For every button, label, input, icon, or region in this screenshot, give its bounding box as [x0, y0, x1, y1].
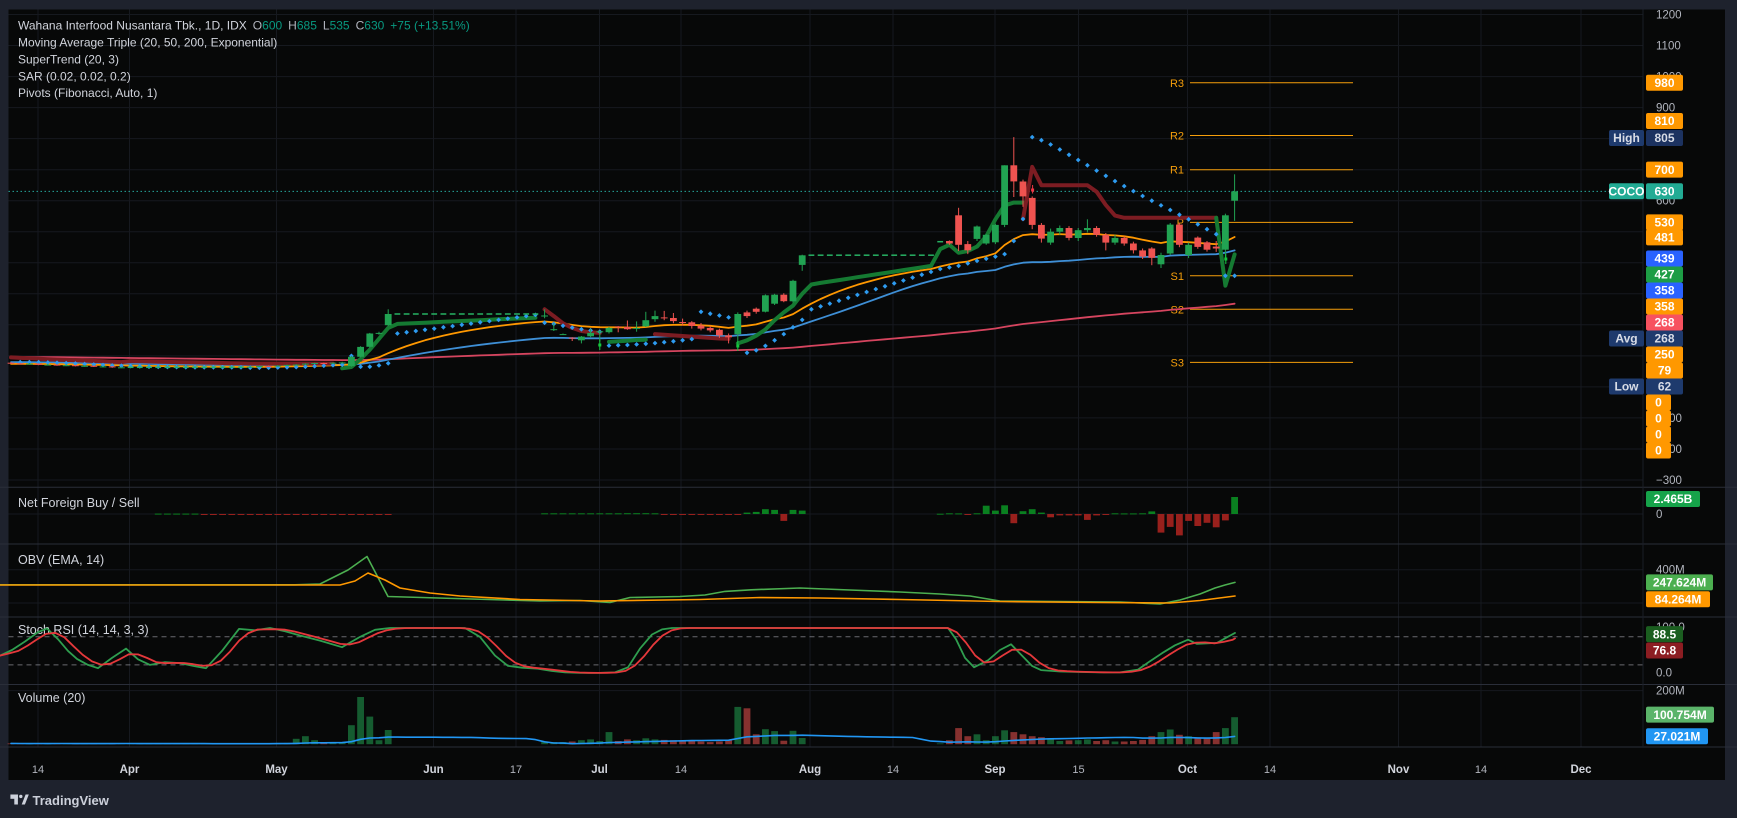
svg-text:14: 14 [887, 764, 899, 776]
svg-text:900: 900 [1656, 103, 1675, 115]
svg-text:79: 79 [1658, 364, 1672, 378]
svg-text:SAR (0.02, 0.02, 0.2): SAR (0.02, 0.02, 0.2) [18, 70, 131, 84]
svg-text:S3: S3 [1171, 357, 1184, 369]
svg-text:High: High [1613, 131, 1640, 145]
svg-text:100.754M: 100.754M [1653, 708, 1706, 722]
svg-text:1100: 1100 [1656, 41, 1681, 53]
svg-text:62: 62 [1658, 380, 1672, 394]
svg-text:427: 427 [1654, 268, 1674, 282]
svg-text:Dec: Dec [1570, 764, 1592, 776]
svg-text:R3: R3 [1170, 78, 1184, 90]
svg-text:May: May [265, 764, 288, 776]
svg-text:TradingView: TradingView [33, 793, 110, 808]
svg-text:Wahana Interfood Nusantara Tbk: Wahana Interfood Nusantara Tbk., 1D, IDX… [18, 19, 470, 33]
svg-text:Avg: Avg [1615, 332, 1637, 346]
svg-text:805: 805 [1654, 131, 1674, 145]
svg-text:27.021M: 27.021M [1654, 729, 1701, 743]
svg-text:−300: −300 [1656, 475, 1682, 487]
svg-text:84.264M: 84.264M [1655, 592, 1702, 606]
svg-text:14: 14 [675, 764, 687, 776]
svg-text:15: 15 [1072, 764, 1084, 776]
svg-text:88.5: 88.5 [1653, 627, 1677, 641]
svg-text:358: 358 [1654, 300, 1674, 314]
svg-text:SuperTrend (20, 3): SuperTrend (20, 3) [18, 53, 119, 67]
svg-text:14: 14 [1264, 764, 1276, 776]
svg-text:0: 0 [1655, 412, 1662, 426]
svg-text:2.465B: 2.465B [1654, 492, 1693, 506]
svg-text:Jun: Jun [423, 764, 443, 776]
svg-text:810: 810 [1654, 114, 1674, 128]
svg-text:R2: R2 [1170, 131, 1184, 143]
svg-text:630: 630 [1654, 184, 1674, 198]
svg-text:268: 268 [1654, 316, 1674, 330]
svg-text:Jul: Jul [591, 764, 608, 776]
svg-text:980: 980 [1654, 76, 1674, 90]
svg-text:OBV (EMA, 14): OBV (EMA, 14) [18, 553, 104, 567]
svg-text:358: 358 [1654, 284, 1674, 298]
svg-text:76.8: 76.8 [1653, 644, 1677, 658]
svg-text:Oct: Oct [1178, 764, 1197, 776]
svg-text:250: 250 [1654, 348, 1674, 362]
svg-text:Volume (20): Volume (20) [18, 691, 85, 705]
svg-text:Low: Low [1615, 380, 1640, 394]
svg-text:P: P [1177, 217, 1184, 229]
svg-text:Pivots (Fibonacci, Auto, 1): Pivots (Fibonacci, Auto, 1) [18, 86, 157, 100]
svg-text:268: 268 [1654, 332, 1674, 346]
svg-text:Apr: Apr [120, 764, 140, 776]
svg-text:0: 0 [1655, 396, 1662, 410]
svg-text:14: 14 [1475, 764, 1487, 776]
svg-text:200M: 200M [1656, 686, 1685, 698]
svg-text:0: 0 [1656, 509, 1662, 521]
svg-text:1200: 1200 [1656, 10, 1682, 22]
svg-text:Aug: Aug [799, 764, 821, 776]
svg-text:S1: S1 [1171, 271, 1184, 283]
svg-text:Stoch RSI (14, 14, 3, 3): Stoch RSI (14, 14, 3, 3) [18, 623, 149, 637]
svg-text:17: 17 [510, 764, 522, 776]
svg-text:530: 530 [1654, 216, 1674, 230]
svg-text:COCO: COCO [1609, 184, 1645, 198]
svg-text:Moving Average Triple (20, 50,: Moving Average Triple (20, 50, 200, Expo… [18, 36, 277, 50]
svg-text:0: 0 [1655, 428, 1662, 442]
svg-text:0.0: 0.0 [1656, 667, 1672, 679]
svg-text:247.624M: 247.624M [1653, 576, 1706, 590]
svg-text:Net Foreign Buy / Sell: Net Foreign Buy / Sell [18, 496, 140, 510]
svg-text:Nov: Nov [1388, 764, 1410, 776]
svg-text:439: 439 [1654, 252, 1674, 266]
svg-text:400M: 400M [1656, 565, 1685, 577]
svg-text:0: 0 [1655, 444, 1662, 458]
svg-text:700: 700 [1654, 163, 1674, 177]
svg-text:R1: R1 [1170, 165, 1184, 177]
svg-text:14: 14 [32, 764, 44, 776]
svg-text:Sep: Sep [984, 764, 1005, 776]
svg-text:481: 481 [1654, 231, 1674, 245]
svg-text:S2: S2 [1171, 304, 1184, 316]
